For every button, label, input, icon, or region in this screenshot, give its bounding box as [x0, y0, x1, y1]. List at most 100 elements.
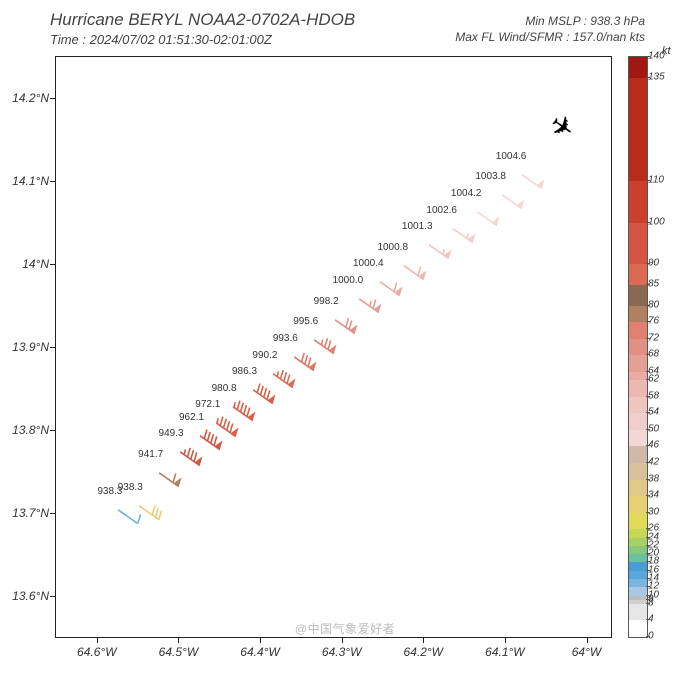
colorbar-segment	[629, 554, 647, 562]
colorbar-segment	[629, 380, 647, 397]
colorbar-tick-mark	[646, 636, 650, 637]
y-tick-mark	[50, 264, 55, 265]
colorbar-tick-mark	[646, 371, 650, 372]
colorbar-tick: 140	[648, 51, 665, 62]
colorbar-segment	[629, 397, 647, 414]
y-tick-mark	[50, 596, 55, 597]
colorbar-tick-mark	[646, 305, 650, 306]
colorbar-tick-mark	[646, 284, 650, 285]
y-tick-label: 13.7°N	[4, 506, 49, 520]
chart-page: Hurricane BERYL NOAA2-0702A-HDOB Time : …	[0, 0, 690, 677]
x-tick-mark	[423, 638, 424, 643]
x-tick-mark	[260, 638, 261, 643]
point-label: 972.1	[195, 399, 220, 410]
colorbar-segment	[629, 322, 647, 339]
colorbar-segment	[629, 181, 647, 222]
y-tick-mark	[50, 98, 55, 99]
plot-area: 64.6°W64.5°W64.4°W64.3°W64.2°W64.1°W64°W…	[55, 56, 612, 638]
colorbar-tick-mark	[646, 619, 650, 620]
colorbar-segment	[629, 285, 647, 306]
colorbar-tick-mark	[646, 545, 650, 546]
colorbar-tick-mark	[646, 180, 650, 181]
colorbar	[628, 56, 648, 638]
y-tick-mark	[50, 430, 55, 431]
y-tick-label: 14.1°N	[4, 174, 49, 188]
colorbar-tick-mark	[646, 537, 650, 538]
colorbar-tick-mark	[646, 570, 650, 571]
colorbar-tick-mark	[646, 396, 650, 397]
y-tick-label: 14.2°N	[4, 91, 49, 105]
y-tick-mark	[50, 181, 55, 182]
colorbar-tick-mark	[646, 222, 650, 223]
colorbar-segment	[629, 413, 647, 430]
stat-max-wind: Max FL Wind/SFMR : 157.0/nan kts	[455, 30, 645, 44]
aircraft-icon: ✈	[543, 107, 581, 147]
point-label: 1000.0	[333, 275, 364, 286]
colorbar-segment	[629, 579, 647, 587]
y-tick-label: 13.9°N	[4, 340, 49, 354]
x-tick-label: 64.5°W	[159, 645, 198, 659]
colorbar-tick-mark	[646, 561, 650, 562]
colorbar-segment	[629, 538, 647, 546]
point-label: 1001.3	[402, 221, 433, 232]
y-tick-label: 13.8°N	[4, 423, 49, 437]
y-tick-label: 13.6°N	[4, 589, 49, 603]
colorbar-segment	[629, 264, 647, 285]
colorbar-segment	[629, 306, 647, 323]
watermark: @中国气象爱好者	[295, 620, 395, 637]
x-tick-label: 64.6°W	[77, 645, 116, 659]
colorbar-segment	[629, 600, 647, 604]
point-label: 998.2	[314, 296, 339, 307]
colorbar-tick-mark	[646, 412, 650, 413]
colorbar-tick: 100	[648, 216, 665, 227]
point-label: 990.2	[252, 350, 277, 361]
point-label: 995.6	[293, 316, 318, 327]
x-tick-label: 64.2°W	[404, 645, 443, 659]
x-tick-label: 64°W	[572, 645, 601, 659]
x-tick-mark	[97, 638, 98, 643]
colorbar-segment	[629, 57, 647, 78]
point-label: 941.7	[138, 449, 163, 460]
stat-min-mslp: Min MSLP : 938.3 hPa	[455, 14, 645, 28]
colorbar-tick-mark	[646, 578, 650, 579]
colorbar-segment	[629, 620, 647, 637]
colorbar-segment	[629, 571, 647, 579]
colorbar-segment	[629, 355, 647, 372]
point-label: 938.3	[118, 482, 143, 493]
colorbar-tick-mark	[646, 321, 650, 322]
colorbar-tick: 135	[648, 71, 665, 82]
x-tick-label: 64.4°W	[240, 645, 279, 659]
x-tick-mark	[505, 638, 506, 643]
point-label: 1000.4	[353, 258, 384, 269]
colorbar-tick-mark	[646, 445, 650, 446]
x-tick-mark	[178, 638, 179, 643]
colorbar-segment	[629, 496, 647, 513]
point-label: 1002.6	[426, 205, 457, 216]
x-tick-mark	[342, 638, 343, 643]
colorbar-segment	[629, 596, 647, 600]
colorbar-tick: 110	[648, 175, 664, 186]
colorbar-tick-mark	[646, 263, 650, 264]
x-tick-mark	[587, 638, 588, 643]
point-label: 986.3	[232, 366, 257, 377]
colorbar-segment	[629, 529, 647, 537]
colorbar-tick-mark	[646, 354, 650, 355]
point-label: 1003.8	[475, 171, 506, 182]
colorbar-tick-mark	[646, 462, 650, 463]
point-label: 993.6	[273, 333, 298, 344]
colorbar-segment	[629, 562, 647, 570]
colorbar-segment	[629, 513, 647, 530]
chart-stats: Min MSLP : 938.3 hPa Max FL Wind/SFMR : …	[455, 14, 645, 46]
colorbar-tick-mark	[646, 495, 650, 496]
colorbar-tick-mark	[646, 379, 650, 380]
x-tick-label: 64.3°W	[322, 645, 361, 659]
y-tick-label: 14°N	[4, 257, 49, 271]
point-label: 962.1	[179, 412, 204, 423]
colorbar-tick-mark	[646, 553, 650, 554]
colorbar-tick-mark	[646, 528, 650, 529]
colorbar-segment	[629, 587, 647, 595]
y-tick-mark	[50, 513, 55, 514]
colorbar-segment	[629, 446, 647, 463]
colorbar-tick-mark	[646, 512, 650, 513]
colorbar-tick-mark	[646, 77, 650, 78]
